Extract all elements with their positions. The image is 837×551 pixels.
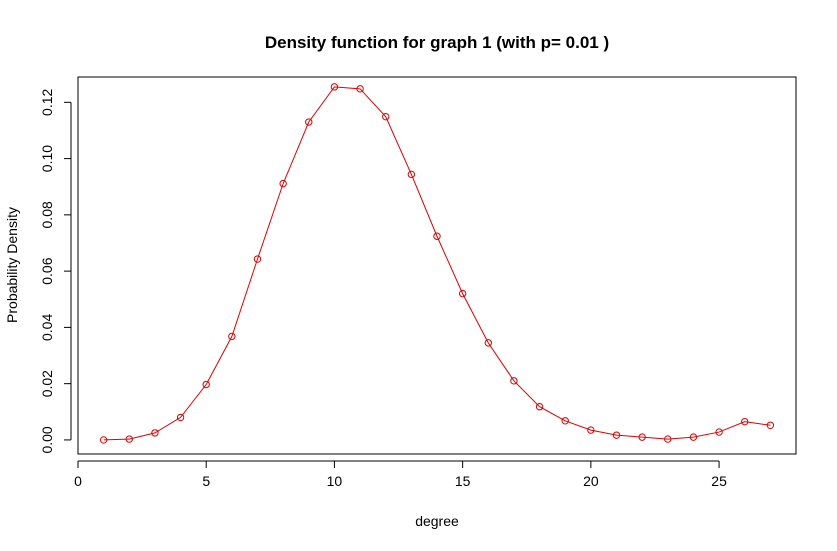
data-point xyxy=(561,417,569,425)
x-tick-label: 5 xyxy=(202,473,210,489)
data-point xyxy=(612,431,621,439)
y-tick-label: 0.10 xyxy=(39,145,55,172)
data-point xyxy=(407,170,416,179)
data-point xyxy=(484,339,492,347)
y-tick-label: 0.04 xyxy=(39,314,55,341)
data-point xyxy=(356,85,364,93)
x-tick-label: 0 xyxy=(74,473,82,489)
x-tick-label: 25 xyxy=(711,473,727,489)
data-point xyxy=(766,421,775,430)
series-layer xyxy=(99,83,775,444)
data-point xyxy=(587,426,595,434)
x-tick-label: 15 xyxy=(455,473,471,489)
y-axis-label: Probability Density xyxy=(4,207,20,323)
x-tick-label: 20 xyxy=(583,473,599,489)
data-point xyxy=(638,433,646,441)
data-point xyxy=(382,112,390,121)
data-point xyxy=(535,403,544,411)
data-point xyxy=(228,332,236,341)
y-tick-label: 0.06 xyxy=(39,257,55,284)
data-point xyxy=(715,428,723,436)
data-point xyxy=(664,435,672,443)
x-axis: 0 5 10 15 20 25 xyxy=(74,460,727,489)
x-axis-label: degree xyxy=(415,513,459,529)
y-tick-label: 0.00 xyxy=(39,426,55,453)
data-point xyxy=(305,118,313,126)
data-point xyxy=(176,413,185,422)
x-tick-label: 10 xyxy=(327,473,343,489)
data-point xyxy=(689,433,698,441)
data-point xyxy=(433,232,441,240)
data-point xyxy=(741,417,749,426)
data-point xyxy=(253,255,262,263)
plot-frame xyxy=(77,76,797,455)
data-point xyxy=(279,179,287,188)
y-tick-label: 0.08 xyxy=(39,201,55,228)
y-tick-label: 0.02 xyxy=(39,370,55,397)
data-point xyxy=(99,436,108,444)
y-tick-label: 0.12 xyxy=(39,88,55,115)
data-point xyxy=(125,435,133,443)
data-point xyxy=(510,377,518,385)
data-point xyxy=(151,429,159,437)
data-point xyxy=(330,83,339,91)
chart-title: Density function for graph 1 (with p= 0.… xyxy=(265,33,609,52)
data-point xyxy=(458,289,467,298)
y-axis: 0.00 0.02 0.04 0.06 0.08 0.10 0.12 xyxy=(39,88,72,454)
data-point xyxy=(202,380,210,389)
density-line xyxy=(103,86,771,441)
